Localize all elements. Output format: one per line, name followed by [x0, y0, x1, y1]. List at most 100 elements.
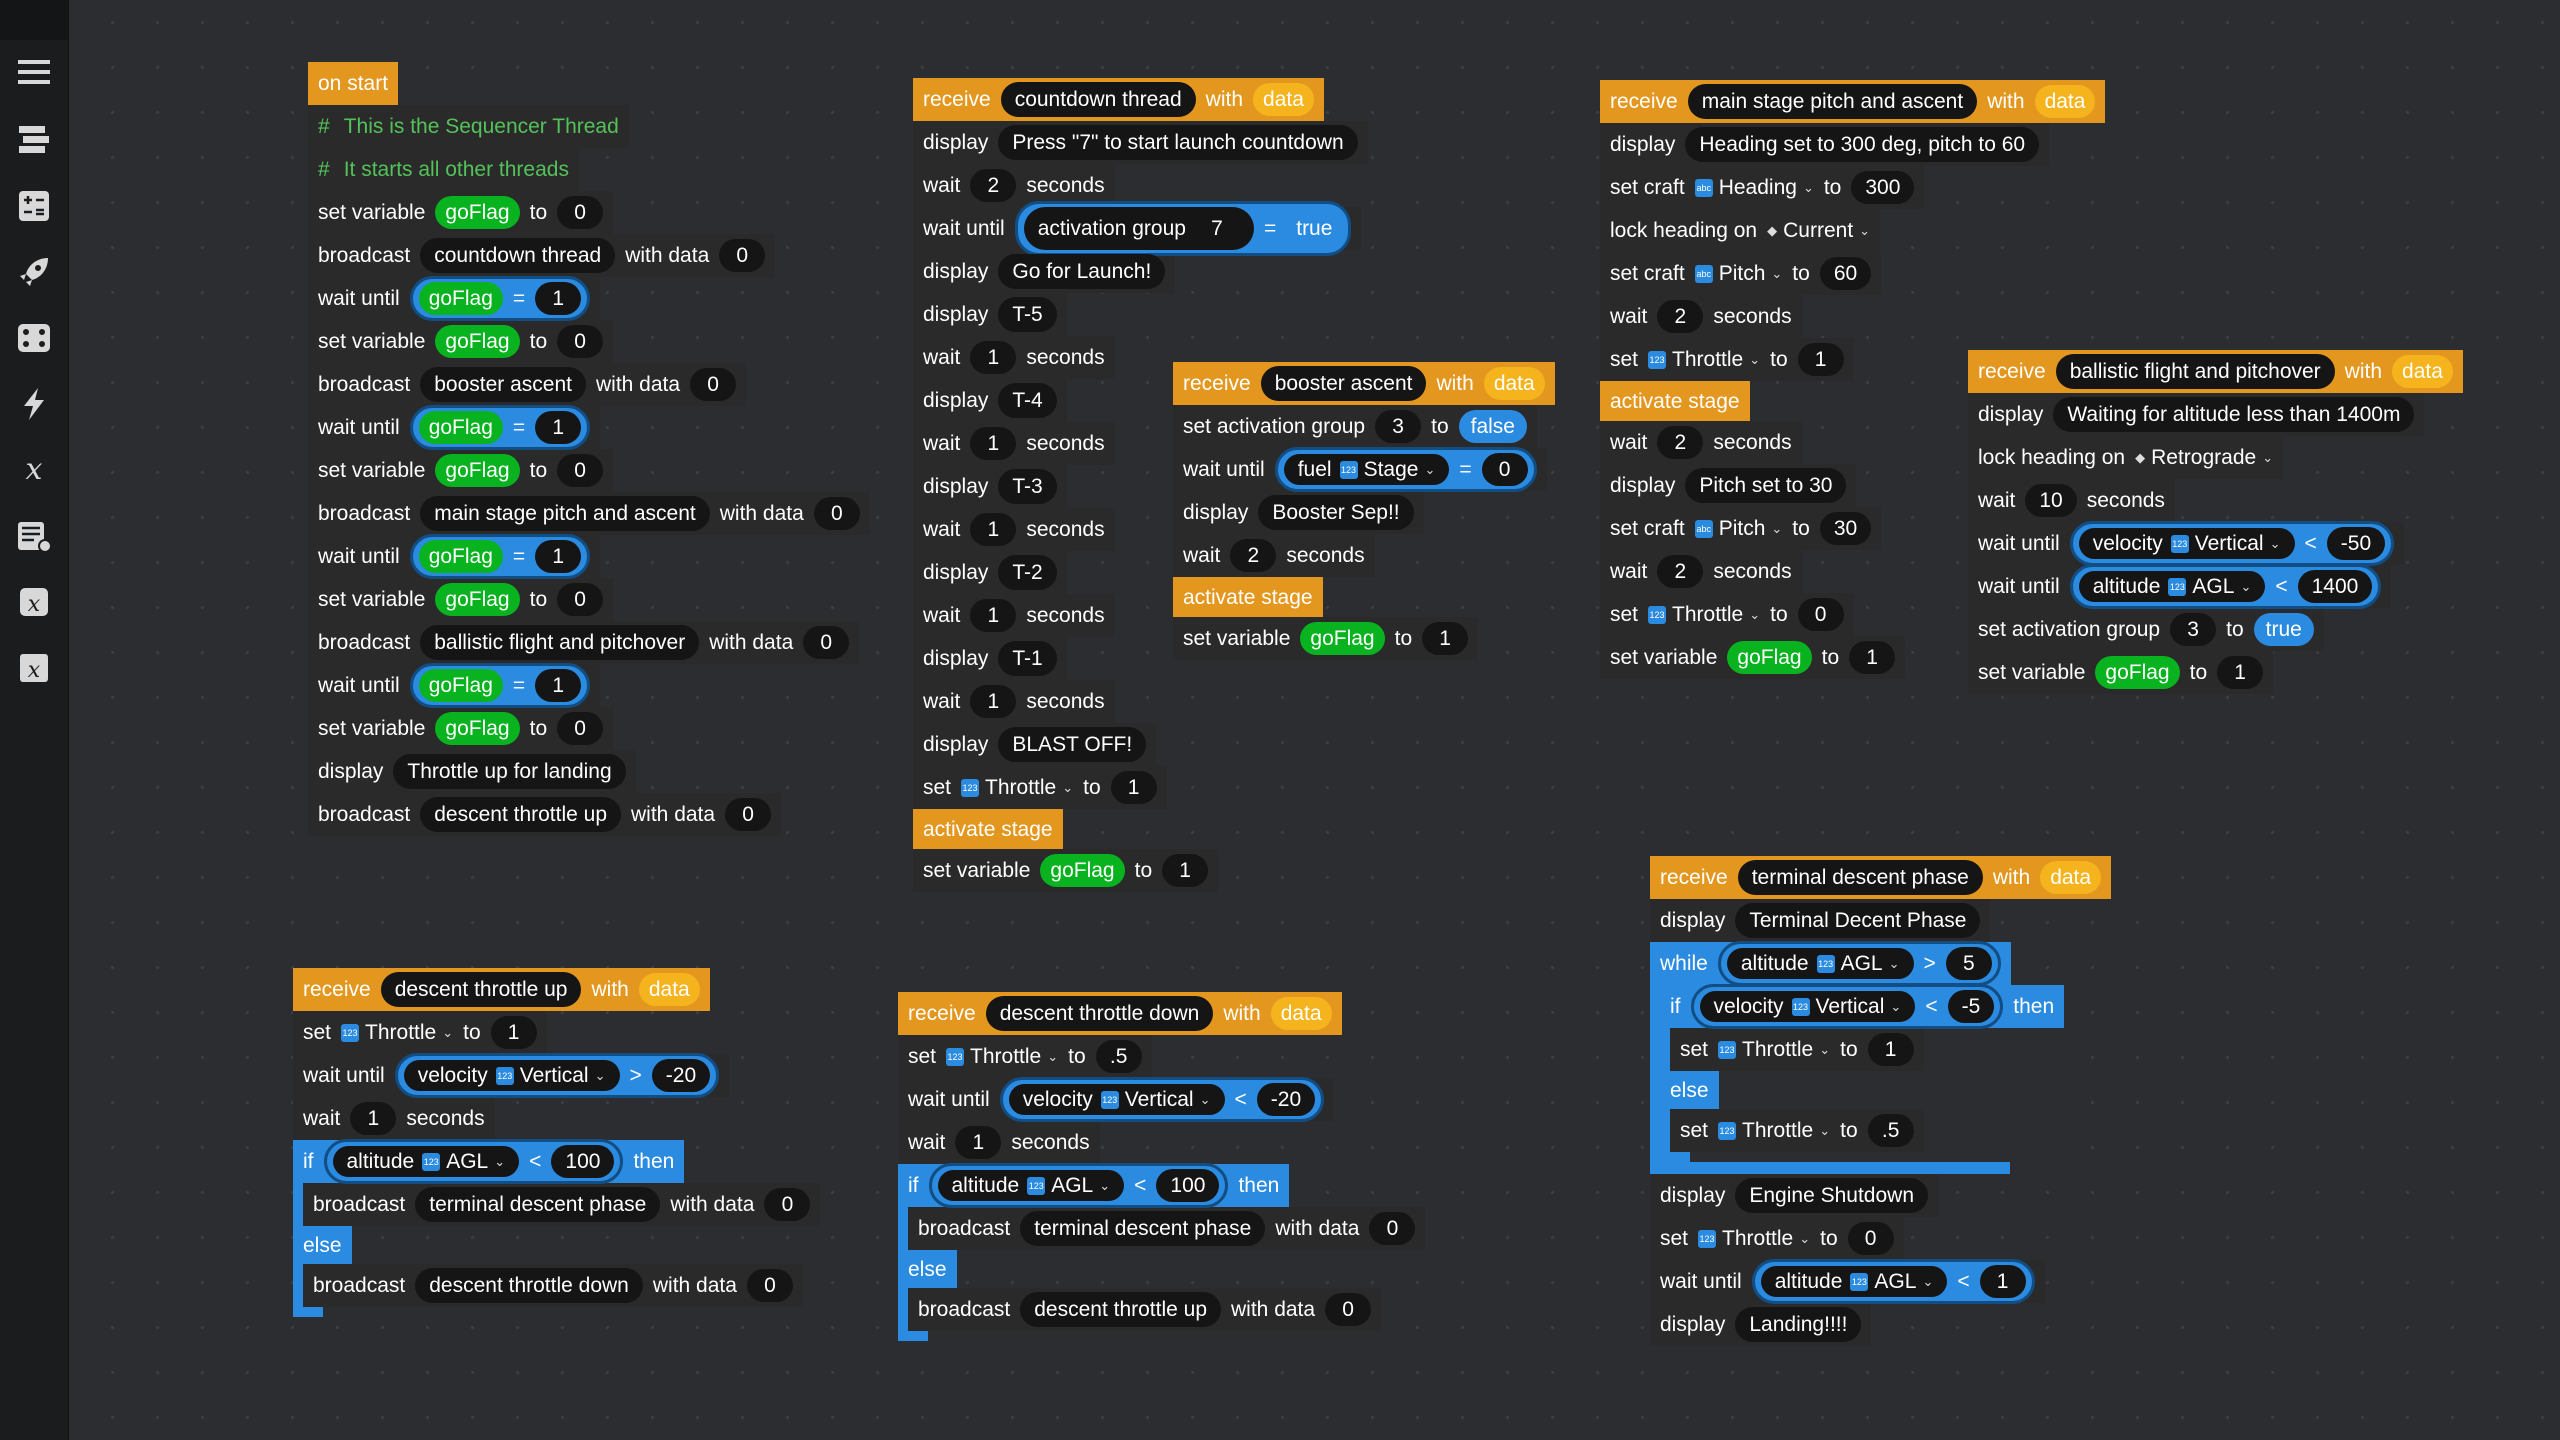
- receive-hat-block[interactable]: receive terminal descent phase with data: [1650, 856, 2112, 899]
- wait-until-block[interactable]: wait until altitude 123 AGL ⌄ <1400: [1968, 564, 2392, 609]
- value-input[interactable]: 0: [1325, 1293, 1372, 1326]
- value-input[interactable]: 2: [1657, 555, 1704, 588]
- wait-until-block[interactable]: wait until velocity 123 Vertical ⌄ > -20: [293, 1053, 730, 1098]
- value-input[interactable]: 30: [1819, 512, 1872, 545]
- pitch-dropdown[interactable]: abc Pitch ⌄: [1694, 263, 1782, 284]
- wait-until-block[interactable]: wait until goFlag = 1: [308, 276, 601, 321]
- if-header[interactable]: if altitude 123 AGL ⌄ <100 then: [898, 1163, 1290, 1208]
- display-text-input[interactable]: Waiting for altitude less than 1400m: [2053, 397, 2415, 432]
- set-craft-heading-block[interactable]: set craft abc Heading ⌄ to 300: [1600, 166, 1925, 209]
- script-ballistic-flight[interactable]: receive ballistic flight and pitchover wit…: [1968, 350, 2463, 694]
- display-block[interactable]: display Landing!!!!: [1650, 1303, 1872, 1346]
- script-descent-throttle-down[interactable]: receive descent throttle down with data set…: [898, 992, 1426, 1341]
- display-text-input[interactable]: Booster Sep!!: [1258, 495, 1414, 530]
- value-input[interactable]: 0: [719, 239, 766, 272]
- value-input[interactable]: 2: [1230, 539, 1277, 572]
- altitude-dropdown[interactable]: 123 AGL ⌄: [1027, 1175, 1110, 1196]
- set-activation-group-block[interactable]: set activation group 3 to false: [1173, 405, 1537, 448]
- heading-mode-dropdown[interactable]: ◆ Retrograde ⌄: [2135, 447, 2273, 468]
- else-header[interactable]: else: [293, 1226, 352, 1264]
- set-variable-block[interactable]: set variable goFlag to 0: [308, 449, 614, 492]
- display-block[interactable]: display T-5: [913, 293, 1067, 336]
- set-throttle-block[interactable]: set 123 Throttle ⌄ to 1: [293, 1011, 547, 1054]
- value-input[interactable]: 1: [970, 599, 1017, 632]
- value-input[interactable]: -5: [1947, 990, 1995, 1023]
- comment-block[interactable]: # This is the Sequencer Thread: [308, 105, 629, 148]
- display-text-input[interactable]: Terminal Decent Phase: [1735, 903, 1981, 938]
- set-throttle-block[interactable]: set 123 Throttle ⌄ to 1: [913, 766, 1167, 809]
- altitude-dropdown[interactable]: 123 AGL ⌄: [1816, 953, 1900, 974]
- wait-block[interactable]: wait 1 seconds: [913, 508, 1115, 551]
- data-parameter[interactable]: data: [1253, 83, 1314, 116]
- message-input[interactable]: terminal descent phase: [1020, 1211, 1266, 1246]
- condition-block[interactable]: altitude 123 AGL ⌄ <100: [323, 1139, 624, 1184]
- velocity-block[interactable]: velocity 123 Vertical ⌄: [1008, 1084, 1225, 1115]
- display-text-input[interactable]: T-3: [998, 469, 1057, 504]
- receive-hat-block[interactable]: receive booster ascent with data: [1173, 362, 1555, 405]
- while-header[interactable]: while altitude 123 AGL ⌄ >5: [1650, 941, 2011, 986]
- boolean-value[interactable]: false: [1458, 410, 1527, 443]
- altitude-dropdown[interactable]: 123 AGL ⌄: [2168, 576, 2251, 597]
- variable-pill[interactable]: goFlag: [418, 282, 503, 315]
- velocity-dropdown[interactable]: 123 Vertical ⌄: [1100, 1089, 1211, 1110]
- value-input[interactable]: 1: [350, 1102, 397, 1135]
- display-text-input[interactable]: BLAST OFF!: [998, 727, 1147, 762]
- value-input[interactable]: 1400: [2297, 570, 2373, 603]
- display-block[interactable]: display Terminal Decent Phase: [1650, 899, 1991, 942]
- wait-block[interactable]: wait 1 seconds: [293, 1097, 495, 1140]
- data-parameter[interactable]: data: [2040, 861, 2102, 894]
- condition-block[interactable]: velocity 123 Vertical ⌄ < -5: [1690, 984, 2004, 1029]
- set-throttle-block[interactable]: set 123 Throttle ⌄ to .5: [1670, 1109, 1924, 1152]
- wait-block[interactable]: wait 2 seconds: [1173, 534, 1375, 577]
- display-text-input[interactable]: Go for Launch!: [998, 254, 1166, 289]
- else-header[interactable]: else: [898, 1250, 957, 1288]
- while-block[interactable]: while altitude 123 AGL ⌄ >5 if velocity 123 Vert…: [1650, 941, 2111, 1174]
- value-input[interactable]: 0: [1481, 453, 1528, 486]
- throttle-dropdown[interactable]: 123 Throttle ⌄: [1648, 604, 1760, 625]
- broadcast-block[interactable]: broadcast terminal descent phase with data…: [303, 1183, 821, 1226]
- set-variable-block[interactable]: set variable goFlag to 1: [1600, 636, 1906, 679]
- script-workspace[interactable]: on start # This is the Sequencer Thread #…: [68, 0, 2560, 1440]
- wait-block[interactable]: wait 1 seconds: [898, 1121, 1100, 1164]
- display-block[interactable]: display T-2: [913, 551, 1067, 594]
- function-x-icon[interactable]: x: [10, 578, 58, 626]
- broadcast-block[interactable]: broadcast ballistic flight and pitchover w…: [308, 621, 860, 664]
- data-parameter[interactable]: data: [1483, 367, 1545, 400]
- data-parameter[interactable]: data: [638, 973, 700, 1006]
- value-input[interactable]: 2: [1657, 426, 1704, 459]
- heading-dropdown[interactable]: abc Heading ⌄: [1694, 177, 1814, 198]
- altitude-block[interactable]: altitude 123 AGL ⌄: [332, 1146, 520, 1177]
- value-input[interactable]: 1: [2217, 656, 2264, 689]
- value-input[interactable]: 60: [1819, 257, 1872, 290]
- display-block[interactable]: display T-1: [913, 637, 1067, 680]
- altitude-dropdown[interactable]: 123 AGL ⌄: [1850, 1271, 1933, 1292]
- wait-block[interactable]: wait 1 seconds: [913, 594, 1115, 637]
- altitude-block[interactable]: altitude 123 AGL ⌄: [937, 1170, 1125, 1201]
- value-input[interactable]: 0: [557, 325, 604, 358]
- data-parameter[interactable]: data: [2392, 355, 2453, 388]
- set-variable-block[interactable]: set variable goFlag to 0: [308, 320, 614, 363]
- message-input[interactable]: descent throttle up: [420, 797, 622, 832]
- throttle-dropdown[interactable]: 123 Throttle ⌄: [961, 777, 1073, 798]
- receive-hat-block[interactable]: receive descent throttle down with data: [898, 992, 1342, 1035]
- condition-block[interactable]: goFlag = 1: [409, 405, 591, 450]
- throttle-dropdown[interactable]: 123 Throttle ⌄: [341, 1022, 453, 1043]
- if-else-block[interactable]: if altitude 123 AGL ⌄ <100 then broadcast termi…: [293, 1139, 821, 1317]
- display-block[interactable]: display Booster Sep!!: [1173, 491, 1424, 534]
- wait-until-block[interactable]: wait until velocity 123 Vertical ⌄ < -20: [898, 1077, 1335, 1122]
- set-variable-block[interactable]: set variable goFlag to 0: [308, 191, 614, 234]
- value-input[interactable]: 1: [490, 1016, 537, 1049]
- data-parameter[interactable]: data: [2034, 85, 2096, 118]
- script-booster-ascent[interactable]: receive booster ascent with data set activa…: [1173, 362, 1555, 660]
- wait-block[interactable]: wait 10 seconds: [1968, 479, 2175, 522]
- display-text-input[interactable]: Throttle up for landing: [393, 754, 626, 789]
- script-main-stage[interactable]: receive main stage pitch and ascent with da…: [1600, 80, 2106, 679]
- value-input[interactable]: 10: [2025, 484, 2077, 517]
- wait-until-block[interactable]: wait until goFlag = 1: [308, 534, 601, 579]
- lock-heading-block[interactable]: lock heading on ◆ Current ⌄: [1600, 209, 1881, 252]
- display-block[interactable]: display Press "7" to start launch countdo…: [913, 121, 1368, 164]
- display-text-input[interactable]: Pitch set to 30: [1685, 468, 1847, 503]
- value-input[interactable]: -20: [651, 1059, 711, 1092]
- variable-pill[interactable]: goFlag: [418, 411, 503, 444]
- lightning-icon[interactable]: [10, 380, 58, 428]
